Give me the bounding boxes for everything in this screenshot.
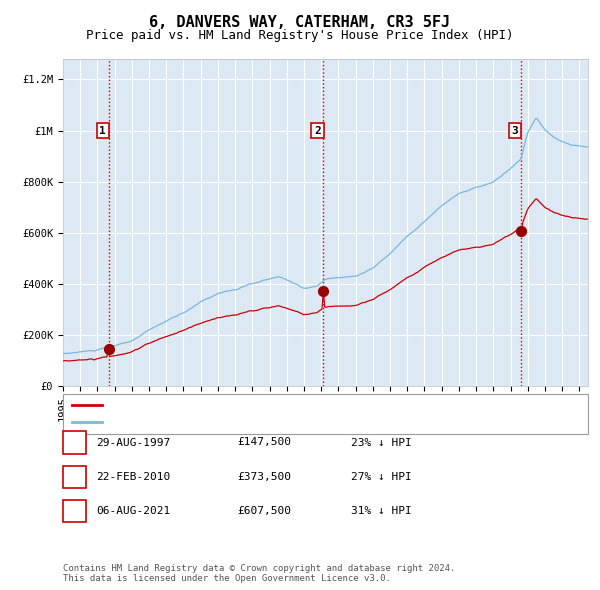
Point	[104, 344, 113, 353]
Text: £147,500: £147,500	[237, 438, 291, 447]
Text: 27% ↓ HPI: 27% ↓ HPI	[351, 472, 412, 481]
Text: 1: 1	[71, 436, 78, 449]
Text: 31% ↓ HPI: 31% ↓ HPI	[351, 506, 412, 516]
Text: 23% ↓ HPI: 23% ↓ HPI	[351, 438, 412, 447]
Point	[319, 286, 328, 296]
Text: 22-FEB-2010: 22-FEB-2010	[96, 472, 170, 481]
Text: 6, DANVERS WAY, CATERHAM, CR3 5FJ (detached house): 6, DANVERS WAY, CATERHAM, CR3 5FJ (detac…	[108, 400, 445, 410]
Text: 3: 3	[71, 504, 78, 517]
Text: £607,500: £607,500	[237, 506, 291, 516]
Text: Price paid vs. HM Land Registry's House Price Index (HPI): Price paid vs. HM Land Registry's House …	[86, 30, 514, 42]
Text: 1: 1	[100, 126, 106, 136]
Text: 2: 2	[71, 470, 78, 483]
Text: 2: 2	[314, 126, 321, 136]
Text: 3: 3	[512, 126, 518, 136]
Text: 06-AUG-2021: 06-AUG-2021	[96, 506, 170, 516]
Text: 29-AUG-1997: 29-AUG-1997	[96, 438, 170, 447]
Text: HPI: Average price, detached house, Tandridge: HPI: Average price, detached house, Tand…	[108, 417, 412, 427]
Point	[516, 227, 526, 236]
Text: Contains HM Land Registry data © Crown copyright and database right 2024.
This d: Contains HM Land Registry data © Crown c…	[63, 563, 455, 583]
Text: £373,500: £373,500	[237, 472, 291, 481]
Text: 6, DANVERS WAY, CATERHAM, CR3 5FJ: 6, DANVERS WAY, CATERHAM, CR3 5FJ	[149, 15, 451, 30]
